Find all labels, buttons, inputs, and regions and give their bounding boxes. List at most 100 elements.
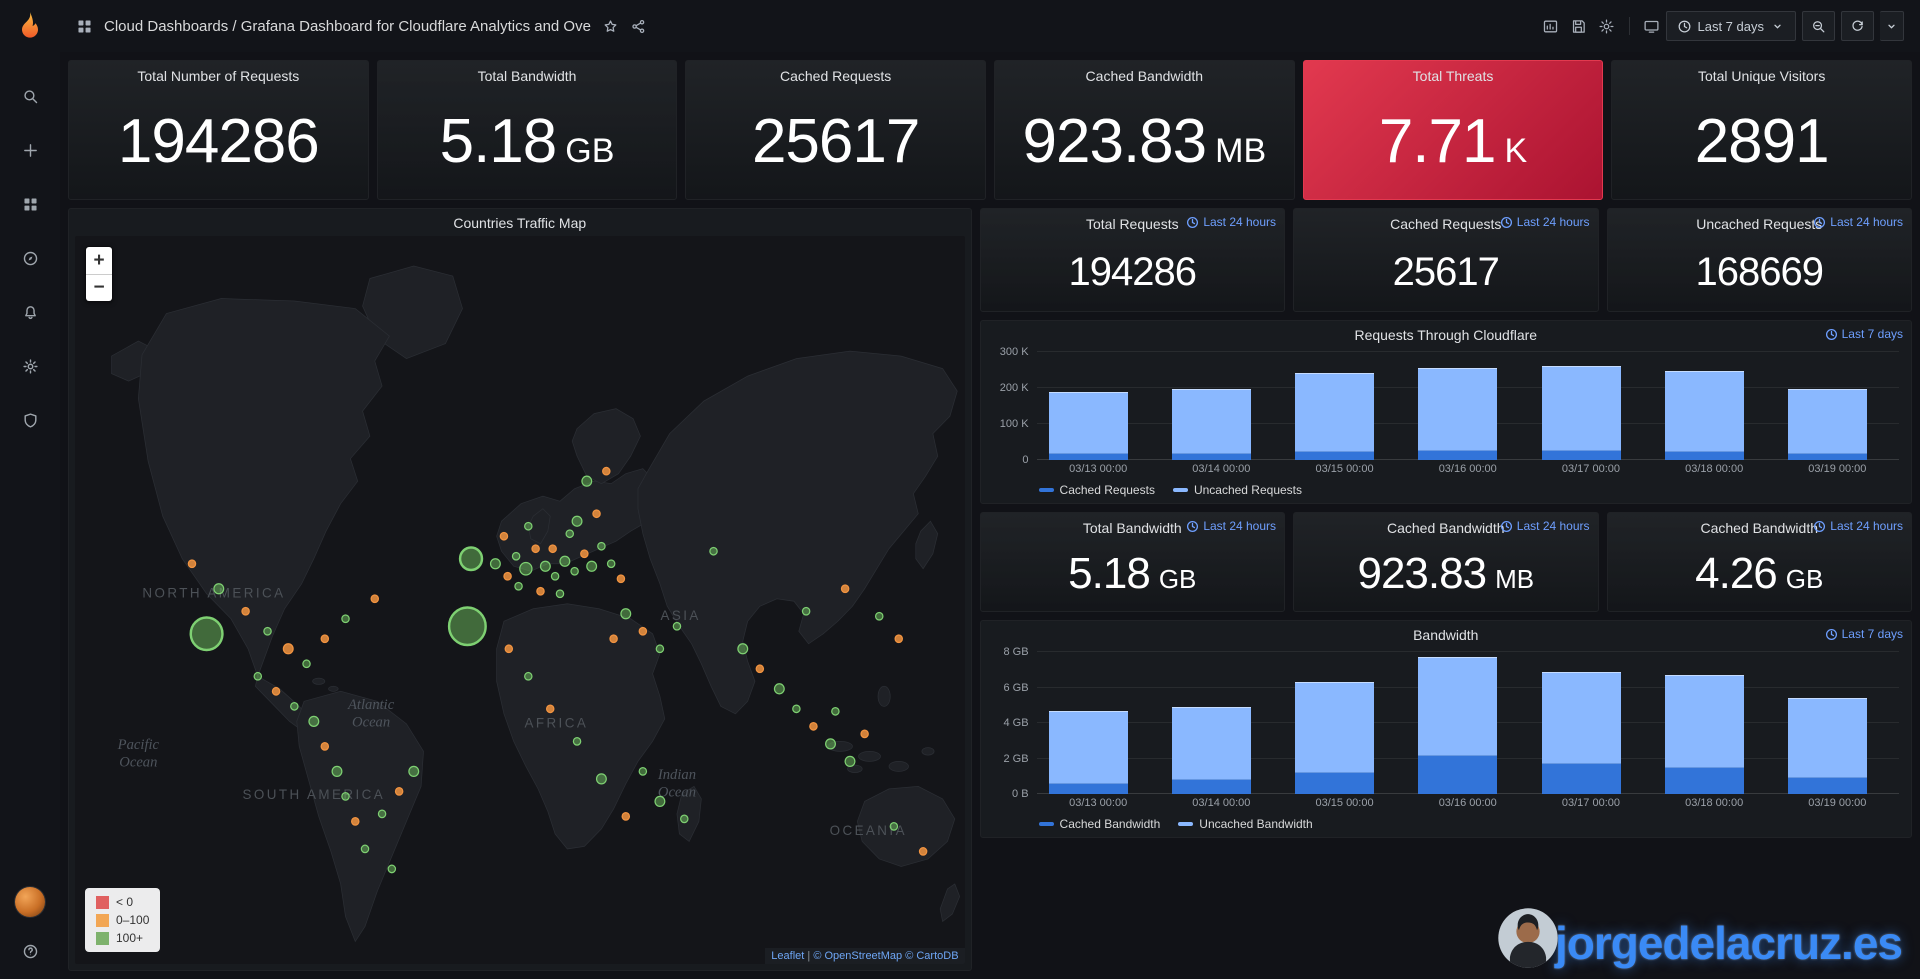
map-marker[interactable]	[638, 626, 648, 636]
sidebar-item-configuration[interactable]	[16, 352, 44, 380]
stat-title[interactable]: Total Bandwidth	[1082, 520, 1182, 536]
map-marker[interactable]	[189, 616, 224, 652]
map-marker[interactable]	[187, 559, 197, 569]
map-marker[interactable]	[672, 621, 682, 631]
sidebar-item-explore[interactable]	[16, 244, 44, 272]
map-marker[interactable]	[565, 529, 574, 539]
sidebar-item-help[interactable]	[16, 937, 44, 965]
map-marker[interactable]	[638, 766, 648, 776]
panel-time-badge[interactable]: Last 24 hours	[1813, 215, 1903, 229]
map-marker[interactable]	[616, 574, 626, 584]
stat-title[interactable]: Cached Requests	[1390, 216, 1502, 232]
openstreetmap-link[interactable]: © OpenStreetMap	[813, 950, 903, 962]
stat-title[interactable]: Total Number of Requests	[137, 68, 300, 84]
share-dashboard-button[interactable]	[625, 12, 653, 40]
map-marker[interactable]	[809, 721, 818, 731]
map-marker[interactable]	[792, 704, 801, 714]
legend-item[interactable]: Cached Bandwidth	[1038, 817, 1160, 831]
map-marker[interactable]	[447, 606, 487, 647]
map-marker[interactable]	[655, 644, 665, 654]
map-marker[interactable]	[341, 792, 350, 801]
map-marker[interactable]	[592, 509, 601, 519]
cycle-view-button[interactable]	[1638, 12, 1666, 40]
dashboard-settings-button[interactable]	[1593, 12, 1621, 40]
panel-title[interactable]: Countries Traffic Map	[453, 214, 587, 231]
map-marker[interactable]	[524, 521, 533, 531]
map-marker[interactable]	[539, 560, 551, 572]
sidebar-item-search[interactable]	[16, 82, 44, 110]
map-marker[interactable]	[531, 544, 540, 554]
map-marker[interactable]	[308, 715, 320, 727]
stat-title[interactable]: Total Bandwidth	[477, 68, 577, 84]
map-marker[interactable]	[213, 583, 225, 595]
panel-time-badge[interactable]: Last 7 days	[1825, 327, 1903, 341]
panel-title[interactable]: Bandwidth	[1413, 626, 1479, 643]
map-marker[interactable]	[609, 634, 618, 644]
star-dashboard-button[interactable]	[597, 12, 625, 40]
map-marker[interactable]	[620, 608, 632, 620]
map-marker[interactable]	[290, 701, 299, 711]
leaflet-link[interactable]: Leaflet	[771, 950, 805, 962]
map-marker[interactable]	[844, 755, 856, 767]
refresh-interval-dropdown[interactable]	[1880, 11, 1904, 41]
save-dashboard-button[interactable]	[1565, 12, 1593, 40]
plot-area[interactable]	[1036, 351, 1899, 460]
stat-title[interactable]: Total Unique Visitors	[1697, 68, 1826, 84]
map-marker[interactable]	[874, 611, 884, 621]
panel-time-badge[interactable]: Last 7 days	[1825, 627, 1903, 641]
map-marker[interactable]	[341, 614, 350, 624]
map-marker[interactable]	[840, 584, 850, 594]
map-marker[interactable]	[524, 671, 533, 681]
stat-title[interactable]: Cached Bandwidth	[1700, 520, 1819, 536]
sidebar-item-server-admin[interactable]	[16, 406, 44, 434]
sidebar-item-create[interactable]	[16, 136, 44, 164]
map-marker[interactable]	[773, 683, 785, 695]
add-panel-button[interactable]	[1537, 12, 1565, 40]
map-marker[interactable]	[377, 809, 387, 819]
map-marker[interactable]	[489, 558, 501, 570]
stat-title[interactable]: Cached Requests	[780, 68, 892, 84]
map-marker[interactable]	[606, 559, 616, 569]
map-marker[interactable]	[548, 544, 557, 554]
map-marker[interactable]	[621, 812, 631, 821]
map-marker[interactable]	[302, 659, 311, 669]
map-marker[interactable]	[825, 738, 836, 750]
map-marker[interactable]	[519, 561, 533, 576]
map-marker[interactable]	[504, 644, 514, 654]
sidebar-item-alerting[interactable]	[16, 298, 44, 326]
map-marker[interactable]	[536, 586, 545, 596]
zoom-out-time-button[interactable]	[1802, 11, 1835, 41]
map-marker[interactable]	[503, 571, 512, 581]
map-marker[interactable]	[597, 541, 606, 551]
time-range-picker[interactable]: Last 7 days	[1665, 11, 1796, 41]
dashboard-apps-button[interactable]	[70, 12, 98, 40]
stat-title[interactable]: Total Requests	[1085, 216, 1179, 232]
map-marker[interactable]	[320, 741, 330, 751]
map-marker[interactable]	[282, 643, 294, 655]
breadcrumb[interactable]: Cloud Dashboards / Grafana Dashboard for…	[104, 17, 591, 35]
panel-time-badge[interactable]: Last 24 hours	[1813, 519, 1903, 533]
zoom-out-button[interactable]: −	[86, 274, 112, 301]
map-marker[interactable]	[555, 589, 565, 599]
map-marker[interactable]	[408, 765, 420, 777]
zoom-in-button[interactable]: +	[86, 247, 112, 274]
map-marker[interactable]	[581, 475, 593, 487]
map-marker[interactable]	[570, 566, 579, 576]
map-marker[interactable]	[595, 773, 607, 785]
world-map[interactable]: NORTH AMERICA SOUTH AMERICA AFRICA ASIA OCEA…	[75, 236, 965, 964]
map-marker[interactable]	[559, 555, 571, 567]
map-marker[interactable]	[602, 466, 611, 476]
stat-title[interactable]: Cached Bandwidth	[1387, 520, 1505, 536]
panel-title[interactable]: Requests Through Cloudflare	[1354, 326, 1538, 343]
map-marker[interactable]	[572, 736, 582, 746]
stat-title[interactable]: Uncached Requests	[1696, 216, 1823, 232]
panel-time-badge[interactable]: Last 24 hours	[1186, 215, 1276, 229]
map-marker[interactable]	[654, 795, 666, 808]
map-marker[interactable]	[331, 765, 343, 777]
stat-title[interactable]: Total Threats	[1412, 68, 1494, 84]
map-marker[interactable]	[894, 634, 904, 644]
map-marker[interactable]	[511, 551, 521, 561]
panel-time-badge[interactable]: Last 24 hours	[1186, 519, 1276, 533]
refresh-button[interactable]	[1841, 11, 1874, 41]
user-avatar[interactable]	[15, 887, 45, 917]
